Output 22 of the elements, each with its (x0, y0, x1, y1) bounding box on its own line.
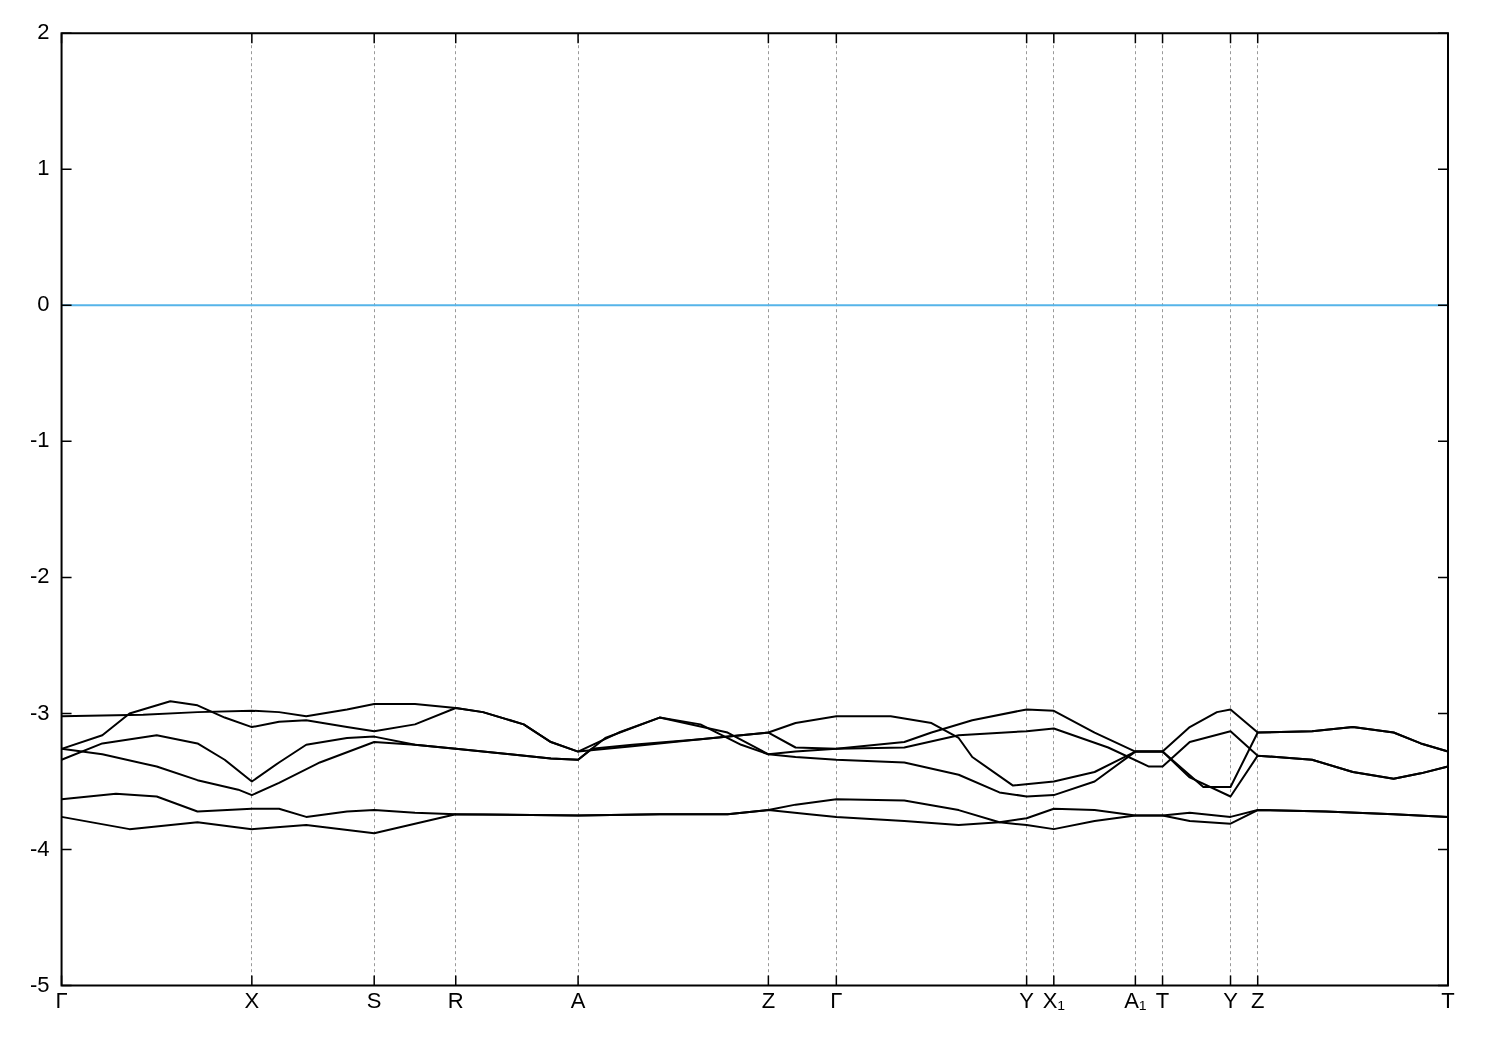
x-tick-label: Z (1250, 987, 1265, 1013)
y-tick-label: -5 (30, 971, 50, 997)
y-tick-label: 1 (37, 155, 50, 181)
x-tick-label: Y (1223, 987, 1239, 1013)
x-tick-label: A (570, 987, 586, 1013)
x-tick-label: X₁ (1042, 987, 1065, 1013)
x-tick-label: X (244, 987, 260, 1013)
x-tick-label: Γ (55, 987, 68, 1013)
y-tick-label: -3 (30, 699, 50, 725)
x-tick-label: Y (1019, 987, 1035, 1013)
x-tick-label: R (447, 987, 464, 1013)
y-tick-label: 0 (37, 291, 50, 317)
y-tick-label: -1 (30, 427, 50, 453)
y-tick-label: -2 (30, 563, 50, 589)
x-tick-label: A₁ (1124, 987, 1147, 1013)
x-tick-label: Z (761, 987, 776, 1013)
x-tick-label: T (1155, 987, 1170, 1013)
x-tick-label: T (1441, 987, 1455, 1013)
x-tick-label: Γ (830, 987, 843, 1013)
y-tick-label: 2 (37, 19, 50, 45)
y-tick-label: -4 (30, 835, 50, 861)
x-tick-label: S (366, 987, 382, 1013)
